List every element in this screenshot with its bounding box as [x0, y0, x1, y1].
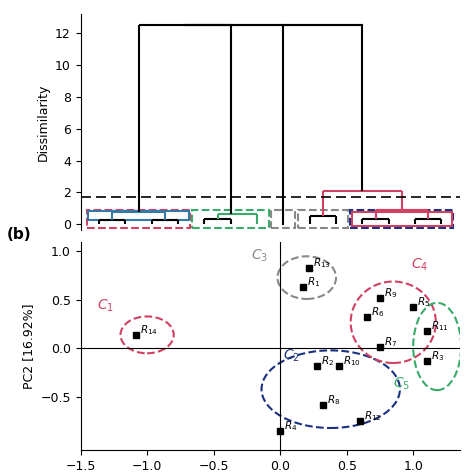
- Text: $R_{12}$: $R_{12}$: [364, 409, 382, 423]
- Text: $R_{11}$: $R_{11}$: [430, 319, 448, 333]
- Text: $R_{9}$: $R_{9}$: [384, 286, 397, 300]
- Text: $R_{1}$: $R_{1}$: [307, 275, 320, 289]
- Text: $R_{4}$: $R_{4}$: [284, 419, 298, 433]
- Text: $C_5$: $C_5$: [393, 375, 410, 392]
- Text: $R_{7}$: $R_{7}$: [384, 336, 397, 349]
- Text: $R_{14}$: $R_{14}$: [140, 323, 158, 337]
- Text: $R_{8}$: $R_{8}$: [327, 393, 340, 407]
- Text: $C_2$: $C_2$: [283, 347, 300, 364]
- Text: $R_{2}$: $R_{2}$: [321, 354, 335, 368]
- Text: $R_{10}$: $R_{10}$: [343, 354, 361, 368]
- Text: $R_{6}$: $R_{6}$: [371, 305, 384, 319]
- Text: (b): (b): [7, 228, 32, 242]
- Text: $C_4$: $C_4$: [410, 257, 428, 273]
- Text: $C_3$: $C_3$: [251, 247, 268, 264]
- Text: $R_{5}$: $R_{5}$: [417, 295, 430, 309]
- Y-axis label: PC2 [16.92%]: PC2 [16.92%]: [22, 303, 35, 389]
- Text: $R_{13}$: $R_{13}$: [313, 256, 331, 270]
- Text: $C_1$: $C_1$: [97, 298, 113, 314]
- Text: $R_{3}$: $R_{3}$: [430, 349, 444, 363]
- Y-axis label: Dissimilarity: Dissimilarity: [36, 83, 49, 161]
